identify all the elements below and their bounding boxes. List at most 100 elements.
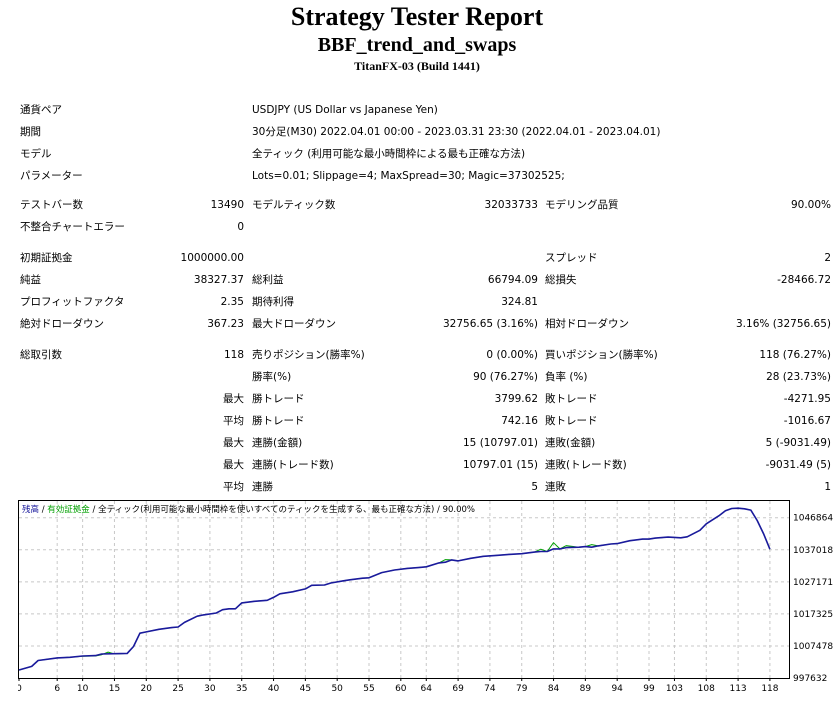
average-consecutive-wins-value: 5 xyxy=(531,481,538,493)
x-tick-label: 94 xyxy=(611,684,623,694)
x-tick-label: 99 xyxy=(643,684,655,694)
average-loss-label: 敗トレード xyxy=(545,415,598,427)
chart-legend: 残高 / 有効証拠金 / 全ティック(利用可能な最小時間枠を使いすべてのティック… xyxy=(22,504,475,515)
x-tick-label: 15 xyxy=(109,684,120,694)
x-tick-label: 40 xyxy=(268,684,280,694)
average-label: 平均 xyxy=(223,415,244,427)
long-positions-label: 買いポジション(勝率%) xyxy=(545,349,658,361)
consecutive-profit-label: 連勝(トレード数) xyxy=(252,459,334,471)
expected-payoff-value: 324.81 xyxy=(501,296,538,308)
loss-rate-label: 負率 (%) xyxy=(545,371,588,383)
y-tick-label: 1027171 xyxy=(793,578,833,588)
gross-profit-value: 66794.09 xyxy=(487,274,538,286)
consecutive-losses-money-value: 5 (-9031.49) xyxy=(765,437,831,449)
gross-profit-label: 総利益 xyxy=(252,274,284,286)
largest-loss-label: 敗トレード xyxy=(545,393,598,405)
bars-label: テストバー数 xyxy=(20,199,83,211)
short-positions-value: 0 (0.00%) xyxy=(486,349,538,361)
bars-value: 13490 xyxy=(210,199,244,211)
y-tick-label: 1017325 xyxy=(793,610,833,620)
consecutive-profit-value: 10797.01 (15) xyxy=(463,459,538,471)
parameters-label: パラメーター xyxy=(20,170,83,182)
period-label: 期間 xyxy=(20,126,41,138)
legend-model: 全ティック(利用可能な最小時間枠を使いすべてのティックを生成する、最も正確な方法… xyxy=(98,504,434,515)
consecutive-loss-value: -9031.49 (5) xyxy=(765,459,831,471)
x-tick-label: 0 xyxy=(18,684,22,694)
maximum-label: 最大 xyxy=(223,437,244,449)
x-tick-label: 118 xyxy=(761,684,778,694)
legend-separator: / xyxy=(39,505,47,515)
average-consecutive-wins-label: 連勝 xyxy=(252,481,273,493)
y-tick-label: 1037018 xyxy=(793,546,833,556)
absolute-drawdown-label: 絶対ドローダウン xyxy=(20,318,104,330)
x-axis-ticks: 0 6 10 15 20 25 30 35 40 45 50 55 60 64 69 74 79 84 89 94 99… xyxy=(18,678,779,694)
symbol-label: 通貨ペア xyxy=(20,104,62,116)
legend-equity: 有効証拠金 xyxy=(47,504,90,515)
parameters-value: Lots=0.01; Slippage=4; MaxSpread=30; Mag… xyxy=(252,170,565,182)
legend-separator: / xyxy=(90,505,98,515)
ticks-label: モデルティック数 xyxy=(252,199,336,211)
legend-quality: 90.00% xyxy=(443,505,475,515)
consecutive-wins-money-value: 15 (10797.01) xyxy=(463,437,538,449)
loss-rate-value: 28 (23.73%) xyxy=(766,371,831,383)
x-tick-label: 69 xyxy=(452,684,464,694)
profit-factor-value: 2.35 xyxy=(220,296,244,308)
total-trades-value: 118 xyxy=(223,349,244,361)
chart-grid xyxy=(19,501,789,678)
net-profit-label: 純益 xyxy=(20,274,41,286)
maximal-label: 最大 xyxy=(223,459,244,471)
largest-label: 最大 xyxy=(223,393,244,405)
consecutive-losses-money-label: 連敗(金額) xyxy=(545,437,596,449)
x-tick-label: 60 xyxy=(395,684,407,694)
average-consecutive-losses-label: 連敗 xyxy=(545,481,566,493)
expert-name: BBF_trend_and_swaps xyxy=(317,34,517,56)
consecutive-loss-label: 連敗(トレード数) xyxy=(545,459,627,471)
quality-value: 90.00% xyxy=(790,199,831,211)
x-tick-label: 55 xyxy=(363,684,374,694)
mismatch-label: 不整合チャートエラー xyxy=(20,221,125,233)
ticks-value: 32033733 xyxy=(484,199,538,211)
largest-win-label: 勝トレード xyxy=(252,393,305,405)
x-tick-label: 6 xyxy=(54,684,60,694)
consecutive-wins-money-label: 連勝(金額) xyxy=(252,437,303,449)
x-tick-label: 10 xyxy=(77,684,89,694)
x-tick-label: 30 xyxy=(204,684,216,694)
x-tick-label: 89 xyxy=(580,684,592,694)
x-tick-label: 79 xyxy=(516,684,528,694)
relative-drawdown-value: 3.16% (32756.65) xyxy=(736,318,831,330)
chart-frame xyxy=(18,500,790,679)
x-tick-label: 108 xyxy=(698,684,715,694)
mismatch-value: 0 xyxy=(237,221,244,233)
x-tick-label: 35 xyxy=(236,684,247,694)
average-consecutive-losses-value: 1 xyxy=(824,481,831,493)
profit-factor-label: プロフィットファクタ xyxy=(20,296,125,308)
x-tick-label: 74 xyxy=(484,684,496,694)
x-tick-label: 113 xyxy=(729,684,746,694)
report-title: Strategy Tester Report xyxy=(290,2,544,31)
average-win-value: 742.16 xyxy=(501,415,538,427)
maximal-drawdown-label: 最大ドローダウン xyxy=(252,318,336,330)
largest-win-value: 3799.62 xyxy=(494,393,538,405)
average-win-label: 勝トレード xyxy=(252,415,305,427)
average-consecutive-label: 平均 xyxy=(223,481,244,493)
y-tick-label: 1046864 xyxy=(793,514,833,524)
win-rate-value: 90 (76.27%) xyxy=(473,371,538,383)
x-tick-label: 25 xyxy=(172,684,183,694)
average-loss-value: -1016.67 xyxy=(783,415,831,427)
maximal-drawdown-value: 32756.65 (3.16%) xyxy=(443,318,538,330)
y-tick-label: 1007478 xyxy=(793,642,833,652)
deposit-value: 1000000.00 xyxy=(180,252,244,264)
server-build: TitanFX-03 (Build 1441) xyxy=(354,59,480,73)
y-tick-label: 997632 xyxy=(793,674,827,684)
spread-label: スプレッド xyxy=(545,252,598,264)
chart-series xyxy=(18,507,771,671)
x-tick-label: 103 xyxy=(666,684,683,694)
quality-label: モデリング品質 xyxy=(545,199,619,211)
absolute-drawdown-value: 367.23 xyxy=(207,318,244,330)
spread-value: 2 xyxy=(824,252,831,264)
relative-drawdown-label: 相対ドローダウン xyxy=(545,318,629,330)
legend-separator: / xyxy=(434,505,442,515)
y-axis-ticks: 1046864 1037018 1027171 1017325 1007478 99763… xyxy=(793,514,833,684)
x-tick-label: 45 xyxy=(300,684,311,694)
x-tick-label: 50 xyxy=(331,684,343,694)
